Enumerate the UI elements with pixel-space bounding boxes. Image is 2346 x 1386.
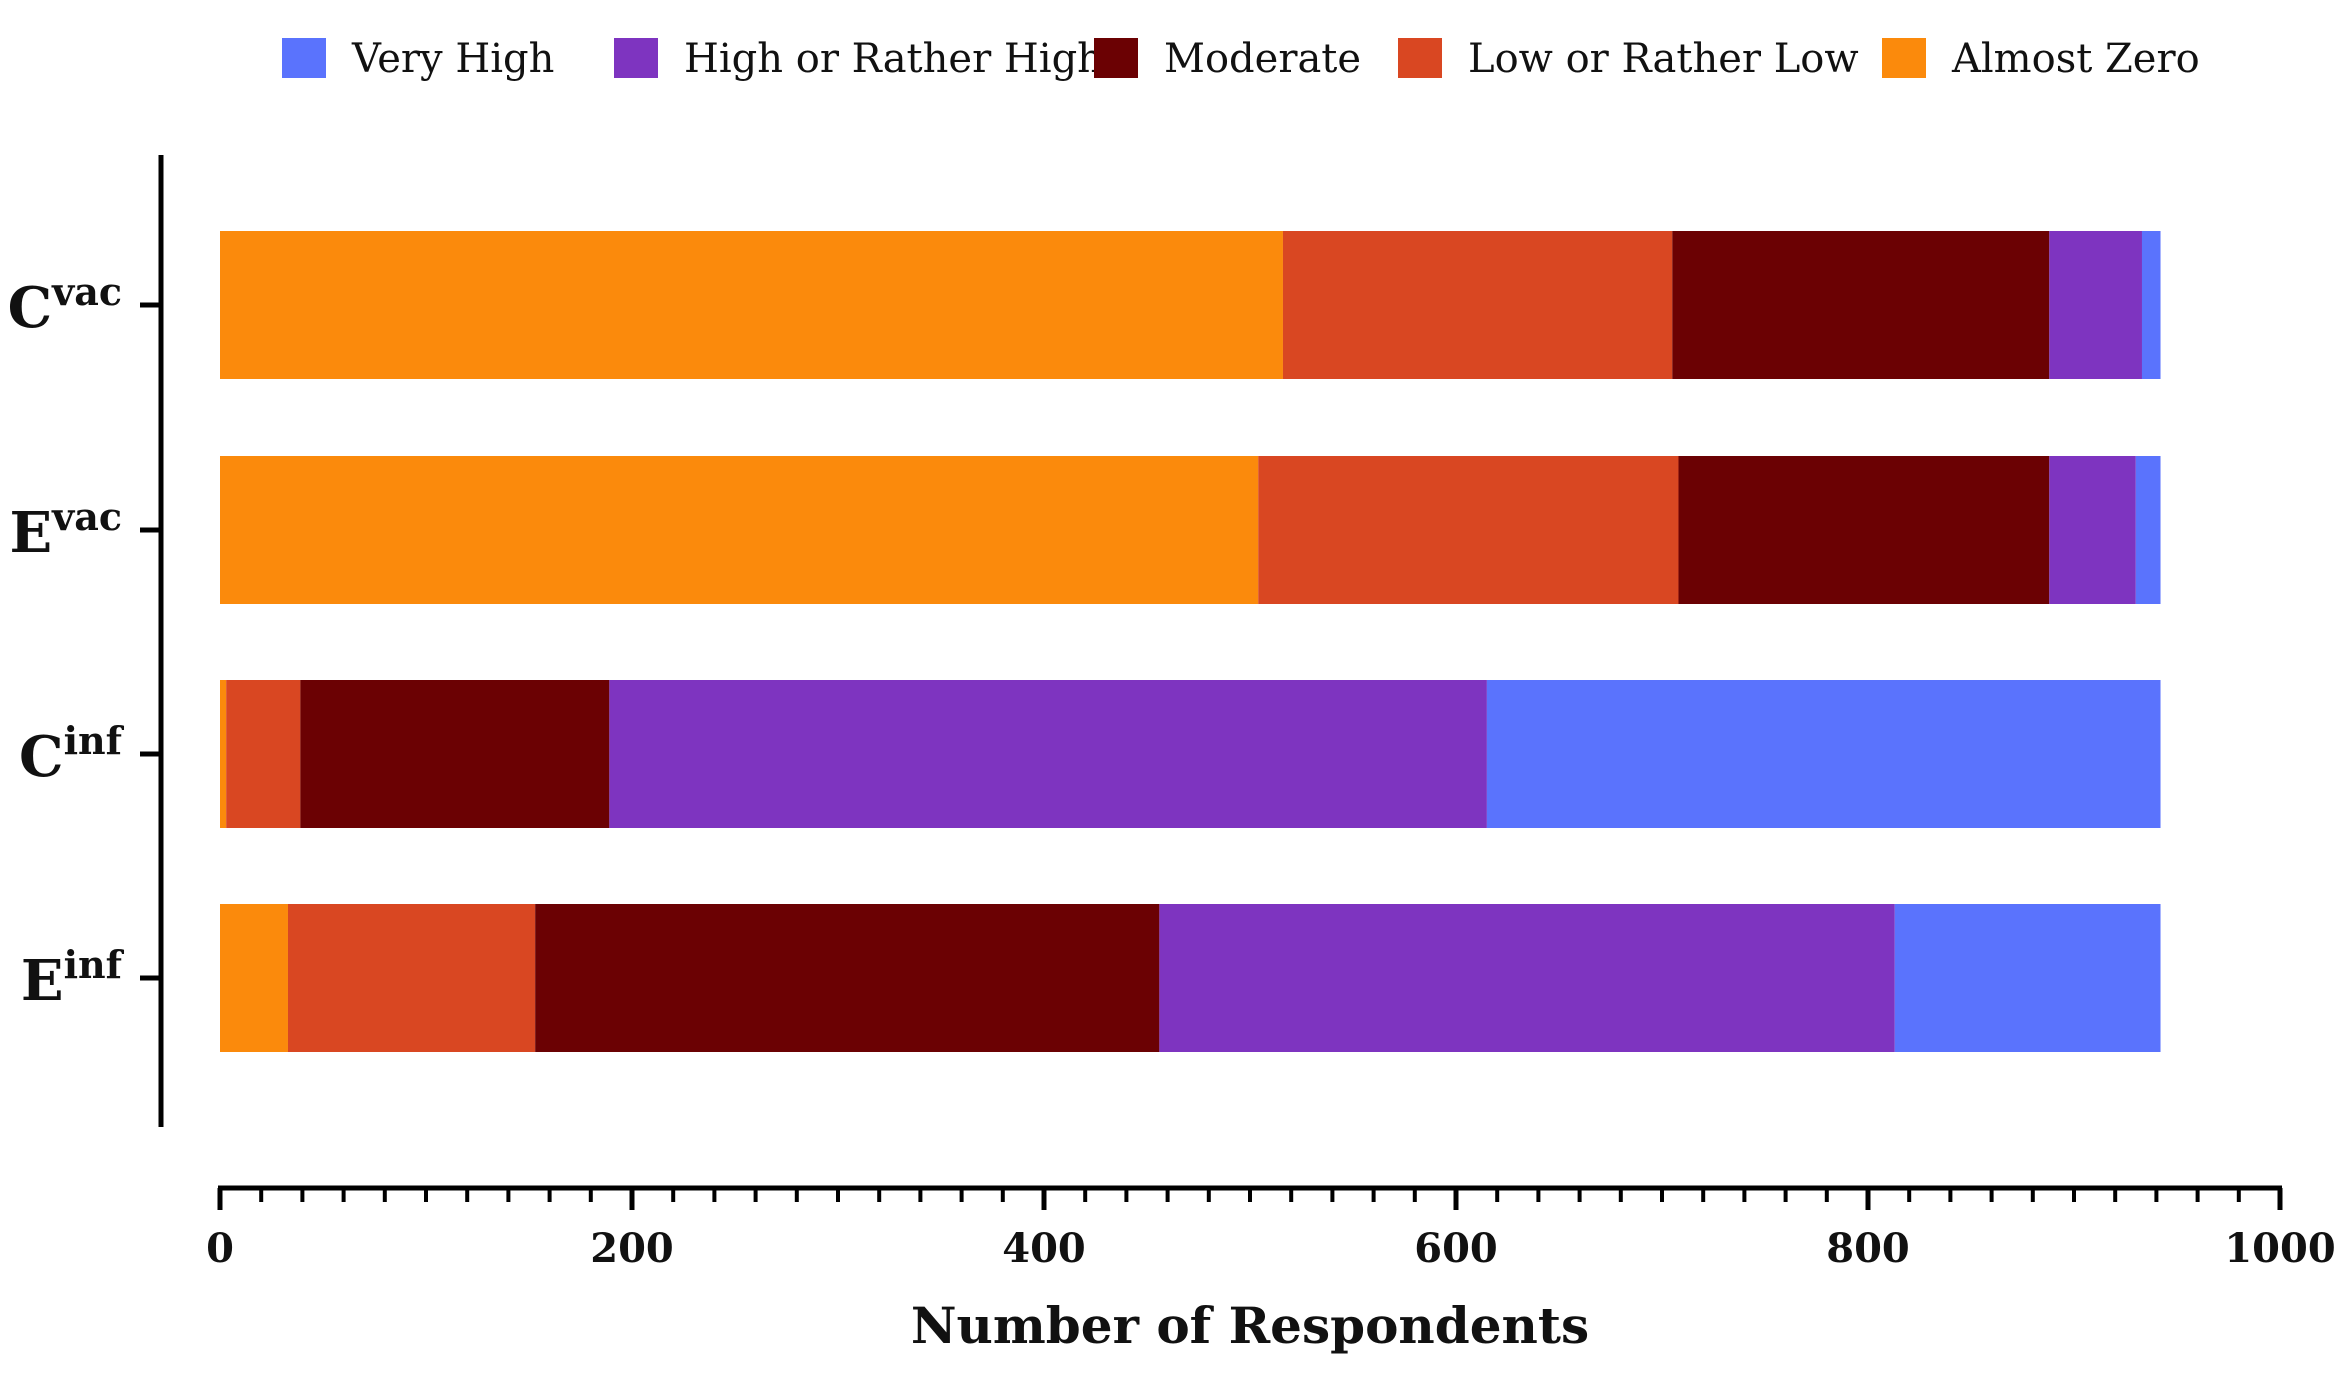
legend-swatch xyxy=(282,38,326,78)
legend-swatch xyxy=(1094,38,1138,78)
bar-cvac-very-high xyxy=(2141,231,2161,379)
legend-label: High or Rather High xyxy=(684,36,1103,82)
bar-cvac-low-or-rather-low xyxy=(1282,231,1673,379)
legend: Very High High or Rather High Moderate Low … xyxy=(282,36,2200,82)
legend-swatch xyxy=(614,38,658,78)
bar-evac-moderate xyxy=(1678,456,2050,604)
x-tick-label: 200 xyxy=(590,1225,674,1272)
bar-cvac-almost-zero xyxy=(220,231,1283,379)
x-axis-title: Number of Respondents xyxy=(911,1296,1589,1355)
category-label: Evac xyxy=(9,494,122,566)
bar-cinf-low-or-rather-low xyxy=(226,680,301,828)
legend-label: Almost Zero xyxy=(1951,36,2200,82)
legend-swatch xyxy=(1882,38,1926,78)
bar-einf-moderate xyxy=(535,904,1160,1052)
category-label: Cvac xyxy=(8,269,122,341)
bar-cinf-almost-zero xyxy=(220,680,227,828)
x-axis-ticks: 0 200 400 600 800 1000 xyxy=(206,1188,2336,1272)
bar-cvac-high-or-rather-high xyxy=(2049,231,2142,379)
legend-label: Low or Rather Low xyxy=(1468,36,1859,82)
bar-einf-very-high xyxy=(1894,904,2161,1052)
bar-cinf-very-high xyxy=(1486,680,2161,828)
bar-einf-low-or-rather-low xyxy=(287,904,536,1052)
legend-item-almost-zero: Almost Zero xyxy=(1882,36,2200,82)
x-tick-label: 1000 xyxy=(2224,1225,2335,1272)
legend-label: Very High xyxy=(351,36,554,82)
bar-evac-almost-zero xyxy=(220,456,1259,604)
legend-swatch xyxy=(1398,38,1442,78)
bar-evac-low-or-rather-low xyxy=(1258,456,1679,604)
x-tick-label: 600 xyxy=(1414,1225,1498,1272)
bar-evac-very-high xyxy=(2135,456,2161,604)
category-label: Einf xyxy=(21,942,125,1014)
bar-evac-high-or-rather-high xyxy=(2049,456,2136,604)
category-axis: Cvac Evac Cinf Einf xyxy=(8,269,161,1014)
legend-item-low-or-rather-low: Low or Rather Low xyxy=(1398,36,1859,82)
legend-label: Moderate xyxy=(1164,36,1361,82)
bar-einf-high-or-rather-high xyxy=(1159,904,1895,1052)
bars xyxy=(220,231,2161,1052)
legend-item-very-high: Very High xyxy=(282,36,554,82)
bar-cvac-moderate xyxy=(1672,231,2050,379)
category-label: Cinf xyxy=(19,718,125,790)
bar-cinf-high-or-rather-high xyxy=(609,680,1487,828)
bar-einf-almost-zero xyxy=(220,904,288,1052)
bar-cinf-moderate xyxy=(300,680,610,828)
x-tick-label: 0 xyxy=(206,1225,234,1272)
legend-item-high-or-rather-high: High or Rather High xyxy=(614,36,1103,82)
x-tick-label: 400 xyxy=(1002,1225,1086,1272)
x-tick-label: 800 xyxy=(1826,1225,1910,1272)
legend-item-moderate: Moderate xyxy=(1094,36,1361,82)
